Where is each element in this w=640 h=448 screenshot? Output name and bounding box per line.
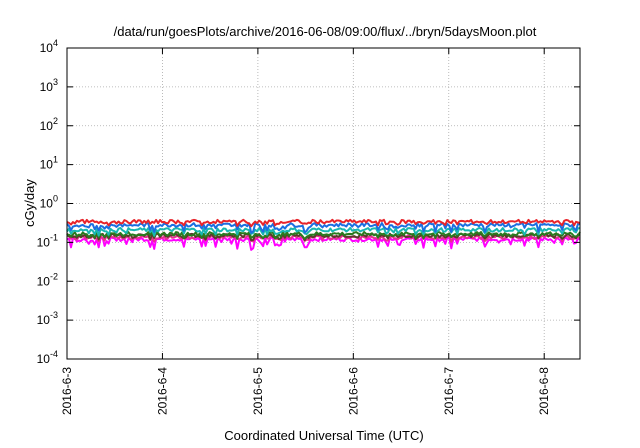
series-line (66, 226, 581, 237)
series-group (66, 218, 581, 251)
chart-title: /data/run/goesPlots/archive/2016-06-08/0… (114, 24, 537, 39)
y-tick-label: 10-4 (37, 349, 58, 366)
y-tick-label: 102 (40, 116, 58, 133)
y-tick-label: 103 (40, 77, 58, 94)
x-tick-label: 2016-6-6 (346, 367, 360, 415)
y-tick-label: 104 (40, 38, 58, 55)
x-tick-label: 2016-6-8 (537, 367, 551, 415)
y-tick-label: 100 (40, 194, 58, 211)
grid (67, 48, 580, 359)
plot-frame (66, 47, 581, 360)
x-axis-label: Coordinated Universal Time (UTC) (224, 428, 423, 443)
series-line (66, 236, 581, 251)
series-line (66, 218, 581, 228)
x-tick-label: 2016-6-7 (442, 367, 456, 415)
x-tick-labels: 2016-6-3 2016-6-4 2016-6-5 2016-6-6 2016-6-7… (60, 48, 551, 415)
x-tick-label: 2016-6-4 (155, 367, 169, 415)
y-tick-label: 10-2 (37, 271, 58, 288)
y-axis-label: cGy/day (22, 179, 37, 227)
y-tick-label: 10-3 (37, 310, 58, 327)
y-tick-label: 101 (40, 155, 58, 172)
x-tick-label: 2016-6-5 (251, 367, 265, 415)
y-tick-labels: 10-4 10-3 10-2 10-1 100 101 102 103 104 (37, 38, 580, 366)
y-tick-label: 10-1 (37, 232, 58, 249)
series-line (66, 222, 581, 234)
x-tick-label: 2016-6-3 (60, 367, 74, 415)
series-line (66, 234, 581, 243)
